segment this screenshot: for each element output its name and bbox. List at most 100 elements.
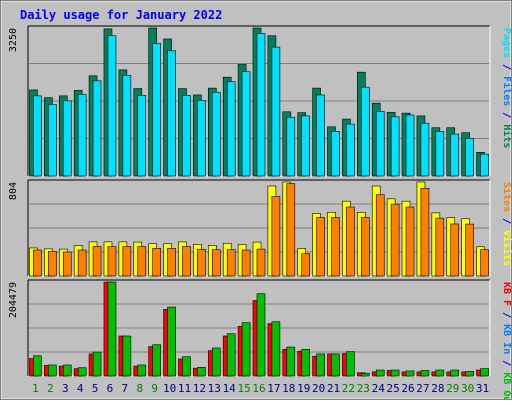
bar-kb-out: [137, 364, 147, 377]
tick-label-day: 8: [136, 382, 143, 395]
panels-layer: 3250 Pages / Files / Hits 804 Sites / Visit…: [8, 25, 512, 405]
legend-label-part: KB Out: [501, 372, 512, 400]
tick-label-day: 2: [47, 382, 54, 395]
bar-kb-out: [197, 366, 206, 377]
panel-visits-sites: 804 Sites / Visits: [8, 179, 512, 277]
bar-sites: [48, 251, 57, 277]
tick-label-day: 28: [431, 382, 444, 395]
bar-sites: [77, 249, 87, 277]
scale-label: 204479: [8, 282, 19, 318]
tick-label-day: 7: [122, 382, 129, 395]
bar-files: [107, 35, 117, 177]
tick-label-day: 18: [282, 382, 295, 395]
x-axis-labels: 1 2 3 4 5 6 7 8 9 10 11 12 13 14 15 16 17 18 19 20 21 22 23 24 2…: [32, 382, 489, 395]
scale-label: 804: [8, 182, 19, 200]
bar-kb-out: [152, 344, 161, 377]
legend-label-part: /: [501, 58, 512, 76]
bar-files: [331, 131, 340, 177]
bar-files: [346, 123, 355, 177]
legend-label: Pages / Files / Hits: [501, 28, 512, 148]
bar-kb-out: [405, 370, 415, 377]
bar-kb-out: [62, 364, 72, 377]
bar-sites: [435, 217, 445, 277]
legend-label-part: KB F: [501, 282, 512, 306]
bar-files: [435, 131, 445, 177]
bar-files: [256, 33, 266, 177]
bar-sites: [211, 249, 221, 277]
bar-sites: [405, 206, 415, 277]
bar-sites: [480, 249, 489, 277]
bar-files: [390, 116, 400, 177]
bar-sites: [122, 246, 132, 277]
bar-sites: [420, 188, 430, 277]
tick-label-day: 27: [416, 382, 429, 395]
bar-sites: [450, 223, 460, 277]
bar-sites: [33, 249, 42, 277]
tick-label-day: 22: [342, 382, 355, 395]
bar-sites: [286, 183, 296, 277]
legend-label-part: /: [501, 106, 512, 124]
legend-label-part: Pages: [501, 28, 512, 58]
bar-kb-out: [301, 349, 311, 377]
bar-sites: [182, 246, 191, 277]
bar-kb-out: [226, 333, 236, 377]
bar-sites: [375, 194, 385, 277]
bar-files: [92, 80, 102, 177]
tick-label-day: 12: [193, 382, 206, 395]
bar-files: [405, 114, 415, 177]
bar-files: [465, 138, 474, 177]
bar-sites: [137, 246, 147, 277]
bar-kb-out: [435, 369, 445, 377]
tick-label-day: 30: [461, 382, 474, 395]
bar-kb-out: [346, 351, 355, 377]
bar-kb-out: [375, 369, 385, 377]
bar-kb-out: [33, 355, 42, 377]
bar-files: [137, 95, 147, 177]
bar-files: [33, 95, 42, 177]
bar-sites: [256, 248, 266, 277]
tick-label-day: 13: [208, 382, 221, 395]
bar-kb-out: [92, 351, 102, 377]
bar-files: [152, 43, 161, 177]
bar-sites: [197, 249, 206, 277]
bar-kb-out: [420, 370, 430, 377]
scale-label: 3250: [8, 28, 19, 52]
legend-label-part: Files: [501, 76, 512, 106]
tick-label-day: 21: [327, 382, 340, 395]
bar-kb-out: [241, 322, 251, 377]
bar-sites: [331, 217, 340, 277]
tick-label-day: 3: [62, 382, 69, 395]
bar-kb-out: [167, 306, 176, 377]
panel-hits-files-pages: 3250 Pages / Files / Hits: [8, 25, 512, 177]
bar-kb-out: [256, 293, 266, 377]
bar-sites: [62, 251, 72, 277]
legend-label-part: /: [501, 212, 512, 230]
bar-sites: [301, 253, 311, 277]
tick-label-day: 11: [178, 382, 191, 395]
legend-label: Sites / Visits: [501, 182, 512, 266]
bar-kb-out: [271, 321, 281, 377]
bar-files: [450, 133, 460, 177]
tick-label-day: 4: [77, 382, 84, 395]
bar-files: [182, 95, 191, 177]
tick-label-day: 1: [32, 382, 39, 395]
bar-sites: [271, 196, 281, 277]
tick-label-day: 14: [223, 382, 237, 395]
chart-title: Daily usage for January 2022: [20, 8, 222, 22]
tick-label-day: 29: [446, 382, 459, 395]
legend-label-part: Hits: [501, 124, 512, 148]
bar-kb-out: [450, 369, 460, 377]
bar-kb-out: [182, 356, 191, 377]
bar-kb-out: [390, 369, 400, 377]
bar-kb-out: [286, 346, 296, 377]
bar-kb-out: [361, 372, 370, 377]
bar-kb-out: [480, 368, 489, 377]
tick-label-day: 26: [401, 382, 414, 395]
bar-files: [361, 86, 370, 177]
tick-label-day: 25: [387, 382, 400, 395]
tick-label-day: 5: [92, 382, 99, 395]
bar-files: [167, 50, 176, 177]
bar-files: [122, 75, 132, 177]
